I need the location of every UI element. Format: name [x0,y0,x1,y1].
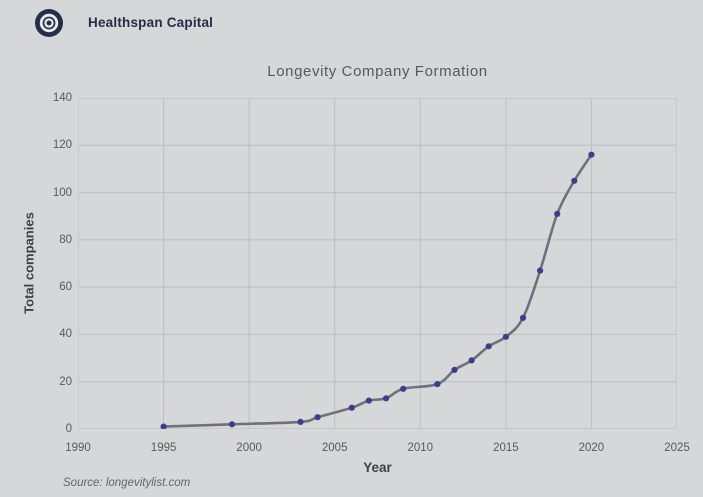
data-point-marker [537,267,544,274]
y-tick-label: 60 [59,281,72,294]
data-point-marker [519,314,527,321]
data-point-marker [348,404,355,411]
data-point-marker [228,421,236,428]
data-point-marker [160,423,167,429]
plot-area [78,98,677,429]
data-point-marker [434,381,441,388]
data-point-marker [314,414,321,421]
x-tick-label: 2005 [321,442,348,454]
x-tick-label: 2000 [236,442,262,454]
chart-title: Longevity Company Formation [267,63,488,80]
data-point-marker [571,177,578,184]
x-tick-label: 2025 [664,442,690,454]
y-tick-label: 40 [59,328,72,341]
data-point-marker [400,385,407,392]
data-point-marker [451,366,458,373]
data-point-marker [485,343,492,350]
y-tick-label: 0 [65,423,72,435]
data-point-marker [297,418,304,425]
x-tick-label: 1995 [150,442,177,454]
x-tick-label: 2010 [407,442,434,454]
y-axis-label: Total companies [21,212,37,314]
header: Healthspan Capital [0,0,703,46]
x-tick-label: 1990 [65,442,91,454]
gridlines [78,98,677,429]
data-point-marker [365,397,372,404]
data-point-marker [554,210,561,217]
data-point-marker [468,357,475,364]
data-point-marker [502,333,509,340]
x-axis-label: Year [363,460,392,475]
brand-logo-target-icon [35,9,63,37]
y-tick-label: 100 [52,186,72,199]
brand-name: Healthspan Capital [88,15,214,30]
y-tick-label: 140 [52,92,72,104]
x-tick-label: 2015 [493,442,519,454]
data-point-marker [383,395,390,402]
source-note: Source: longevitylist.com [63,477,191,489]
x-tick-label: 2020 [578,442,605,454]
series-line [162,153,593,428]
data-point-marker [588,151,595,158]
y-tick-label: 120 [52,139,72,152]
y-tick-label: 80 [59,233,72,246]
plot-border [78,98,677,429]
y-tick-label: 20 [59,375,72,388]
